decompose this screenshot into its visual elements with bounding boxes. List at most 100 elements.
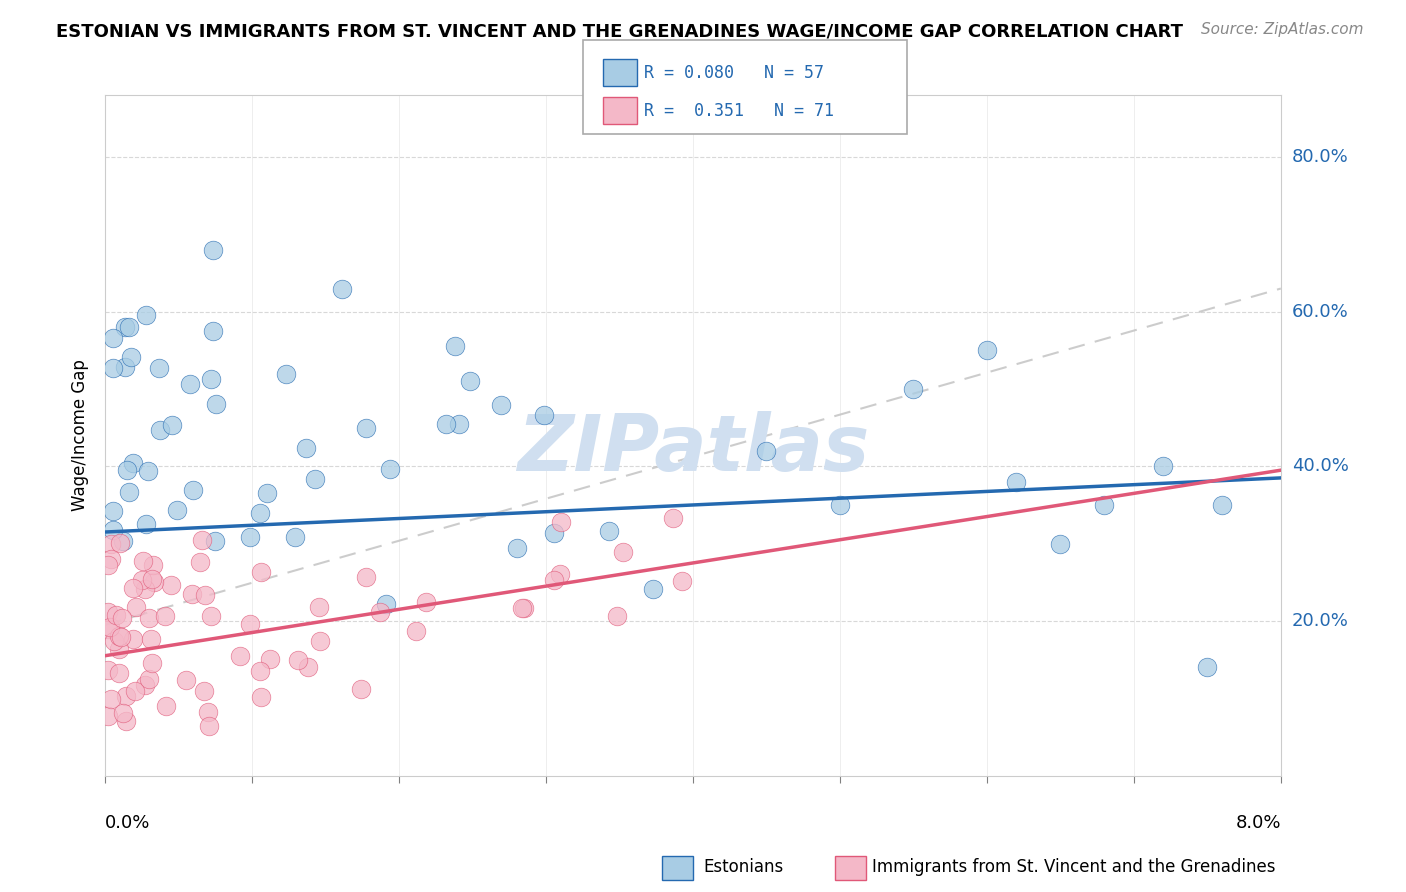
Point: [378, 462, 401, 476]
Point: [104, 607, 127, 622]
Point: [111, 610, 134, 624]
Point: [606, 609, 628, 624]
Point: [543, 574, 565, 588]
Point: [108, 641, 131, 656]
Point: [125, 599, 148, 614]
Point: [1197, 660, 1219, 674]
Point: [197, 706, 219, 720]
Point: [174, 673, 197, 688]
Point: [166, 503, 188, 517]
Point: [443, 338, 465, 352]
Point: [354, 570, 377, 584]
Point: [148, 361, 170, 376]
Point: [141, 657, 163, 671]
Point: [205, 397, 228, 411]
Point: [138, 672, 160, 686]
Point: [101, 524, 124, 538]
Point: [118, 485, 141, 500]
Point: [274, 367, 297, 381]
Point: [510, 600, 533, 615]
Text: 8.0%: 8.0%: [1236, 814, 1281, 832]
Point: [1152, 459, 1174, 474]
Point: [101, 331, 124, 345]
Text: Source: ZipAtlas.com: Source: ZipAtlas.com: [1201, 22, 1364, 37]
Point: [134, 582, 156, 596]
Point: [155, 609, 177, 624]
Point: [193, 684, 215, 698]
Point: [460, 374, 482, 388]
Point: [201, 243, 224, 257]
Point: [131, 573, 153, 587]
Point: [136, 464, 159, 478]
Point: [249, 665, 271, 679]
Point: [415, 594, 437, 608]
Point: [100, 552, 122, 566]
Text: ZIPatlas: ZIPatlas: [517, 411, 869, 487]
Point: [141, 572, 163, 586]
Point: [197, 719, 219, 733]
Point: [114, 714, 136, 729]
Point: [828, 498, 851, 512]
Point: [354, 421, 377, 435]
Point: [139, 632, 162, 647]
Point: [598, 524, 620, 539]
Text: Immigrants from St. Vincent and the Grenadines: Immigrants from St. Vincent and the Gren…: [872, 858, 1275, 876]
Point: [122, 582, 145, 596]
Point: [135, 517, 157, 532]
Point: [297, 660, 319, 674]
Point: [368, 605, 391, 619]
Point: [134, 677, 156, 691]
Point: [107, 665, 129, 680]
Text: Estonians: Estonians: [703, 858, 783, 876]
Text: 20.0%: 20.0%: [1292, 612, 1348, 630]
Point: [142, 558, 165, 572]
Point: [114, 319, 136, 334]
Text: 0.0%: 0.0%: [105, 814, 150, 832]
Point: [101, 503, 124, 517]
Point: [160, 417, 183, 432]
Point: [103, 634, 125, 648]
Point: [1049, 536, 1071, 550]
Point: [181, 483, 204, 497]
Point: [1094, 498, 1116, 512]
Point: [114, 360, 136, 375]
Text: R = 0.080   N = 57: R = 0.080 N = 57: [644, 63, 824, 81]
Point: [543, 525, 565, 540]
Point: [229, 649, 252, 664]
Point: [284, 530, 307, 544]
Point: [188, 555, 211, 569]
Point: [239, 616, 262, 631]
Point: [180, 586, 202, 600]
Point: [122, 456, 145, 470]
Point: [308, 600, 330, 615]
Point: [204, 533, 226, 548]
Point: [97, 708, 120, 723]
Point: [143, 574, 166, 589]
Point: [249, 690, 271, 705]
Point: [155, 699, 177, 714]
Point: [295, 442, 318, 456]
Point: [149, 424, 172, 438]
Text: R =  0.351   N = 71: R = 0.351 N = 71: [644, 102, 834, 120]
Point: [191, 533, 214, 548]
Point: [100, 691, 122, 706]
Point: [111, 533, 134, 548]
Point: [202, 324, 225, 338]
Point: [97, 558, 120, 573]
Point: [132, 554, 155, 568]
Text: 40.0%: 40.0%: [1292, 458, 1348, 475]
Point: [98, 620, 121, 634]
Point: [375, 597, 398, 611]
Point: [1005, 475, 1028, 489]
Point: [662, 510, 685, 524]
Point: [97, 605, 120, 619]
Point: [671, 574, 693, 588]
Point: [903, 382, 925, 396]
Point: [159, 578, 181, 592]
Point: [115, 463, 138, 477]
Point: [97, 622, 120, 636]
Point: [533, 408, 555, 422]
Point: [330, 281, 353, 295]
Y-axis label: Wage/Income Gap: Wage/Income Gap: [72, 359, 89, 511]
Point: [287, 653, 309, 667]
